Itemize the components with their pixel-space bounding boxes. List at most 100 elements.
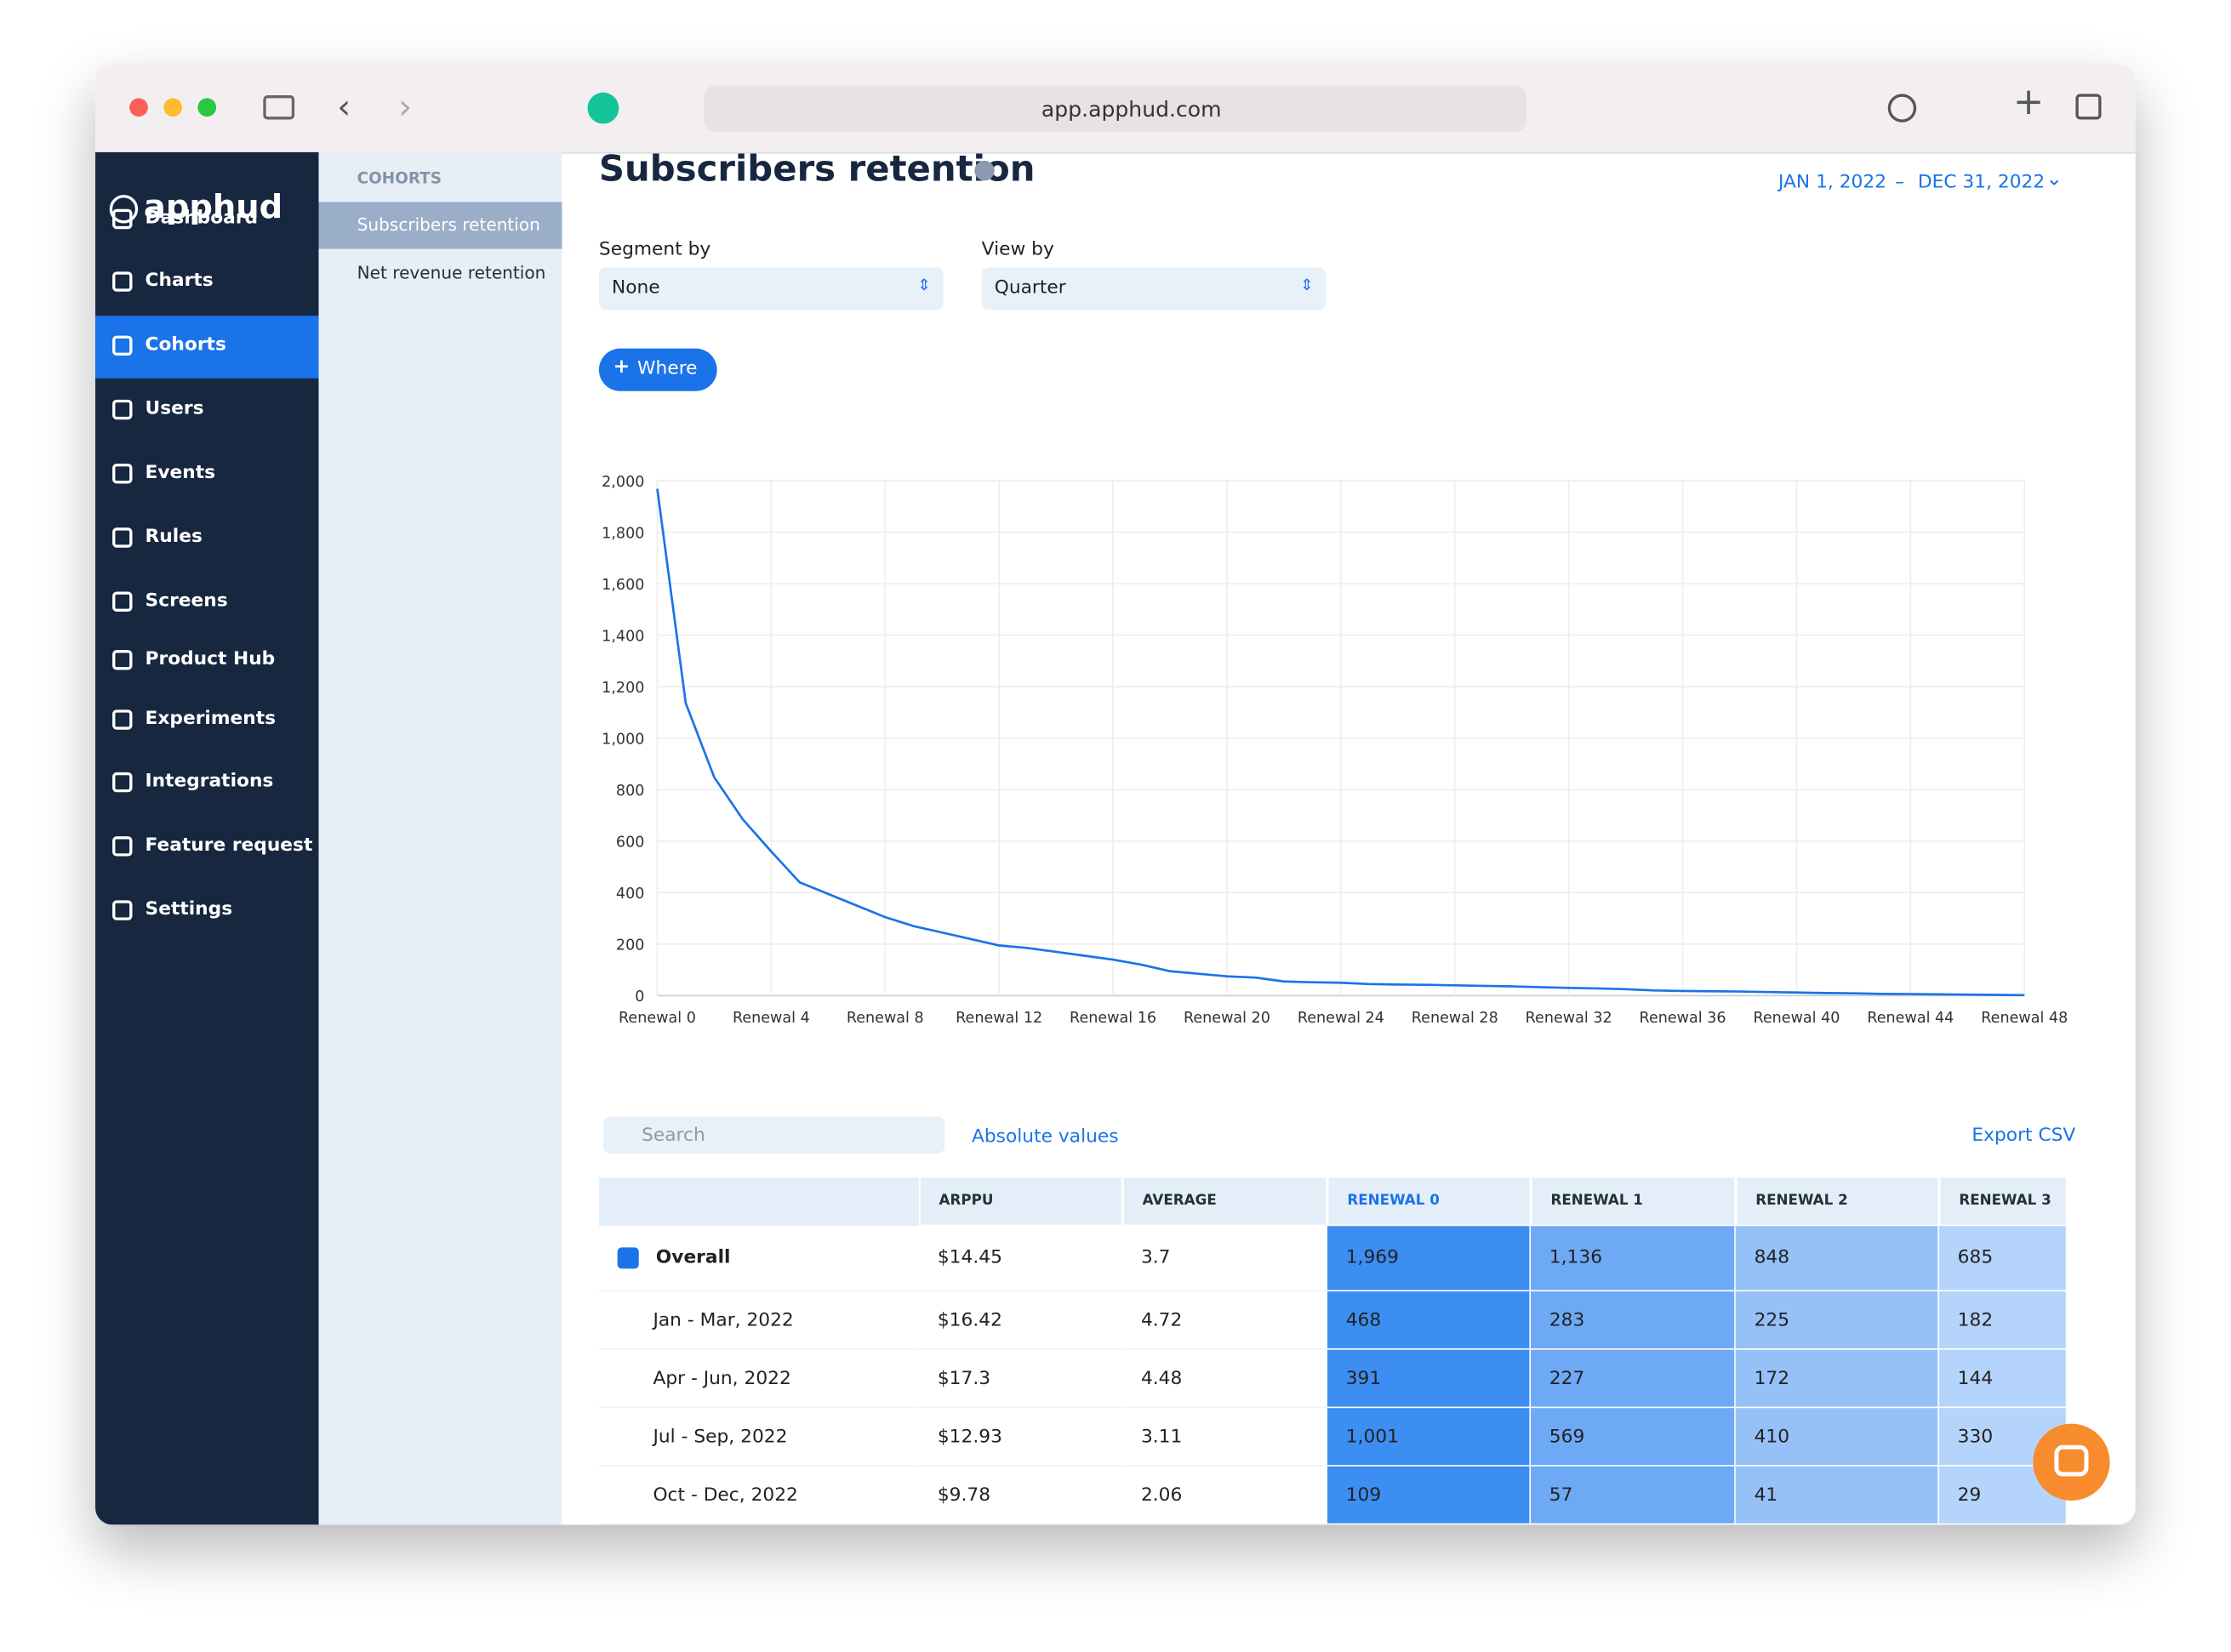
select-arrows: ⇕ bbox=[1300, 276, 1314, 295]
new-tab[interactable]: + bbox=[2012, 81, 2045, 124]
nav-icon bbox=[112, 900, 133, 920]
y-tick-label: 1,400 bbox=[602, 628, 644, 645]
url: app.apphud.com bbox=[1041, 96, 1222, 122]
sidebar-toggle[interactable] bbox=[263, 95, 295, 120]
cell: 3.7 bbox=[1122, 1226, 1327, 1292]
maximize[interactable] bbox=[197, 98, 217, 117]
help-icon[interactable] bbox=[974, 160, 995, 181]
search[interactable]: Search bbox=[602, 1116, 945, 1154]
cell: 4.48 bbox=[1122, 1349, 1327, 1409]
row-label: Jan - Mar, 2022 bbox=[598, 1291, 920, 1350]
nav-item[interactable]: Screens bbox=[145, 590, 228, 612]
tabs[interactable] bbox=[2075, 94, 2102, 120]
select-value: None bbox=[611, 277, 660, 299]
nav-item[interactable]: Settings bbox=[145, 898, 233, 920]
cell: 3.11 bbox=[1122, 1408, 1327, 1467]
nav-item[interactable]: Experiments bbox=[145, 708, 277, 730]
plus-icon: + bbox=[613, 356, 630, 379]
sidebar: apphud Dashboard Charts Cohorts Users Events… bbox=[95, 151, 319, 1525]
nav-item[interactable]: Events bbox=[145, 462, 216, 484]
y-tick-label: 2,000 bbox=[602, 474, 644, 491]
row-label: Jul - Sep, 2022 bbox=[598, 1408, 920, 1467]
cell: 225 bbox=[1735, 1291, 1939, 1350]
date-caret[interactable]: ⌄ bbox=[2046, 168, 2063, 191]
where-button[interactable]: + Where bbox=[598, 348, 717, 391]
column-header[interactable]: ARPPU bbox=[919, 1177, 1123, 1227]
column-header[interactable]: RENEWAL 0 bbox=[1327, 1177, 1532, 1227]
close[interactable] bbox=[129, 98, 148, 117]
cell: 685 bbox=[1938, 1226, 2068, 1292]
x-tick-label: Renewal 28 bbox=[1412, 1010, 1498, 1027]
search-placeholder: Search bbox=[642, 1125, 705, 1147]
cell: 227 bbox=[1531, 1349, 1736, 1409]
column-header[interactable]: RENEWAL 2 bbox=[1735, 1177, 1939, 1227]
x-tick-label: Renewal 44 bbox=[1867, 1010, 1954, 1027]
y-tick-label: 1,800 bbox=[602, 525, 644, 542]
checkbox[interactable] bbox=[617, 1247, 639, 1269]
y-tick-label: 200 bbox=[616, 937, 645, 954]
nav-item[interactable]: Product Hub bbox=[145, 648, 276, 670]
date-end[interactable]: DEC 31, 2022 bbox=[1917, 172, 2046, 194]
view-select[interactable]: Quarter ⇕ bbox=[981, 267, 1327, 310]
cell: 1,136 bbox=[1531, 1226, 1736, 1292]
y-tick-label: 1,200 bbox=[602, 680, 644, 697]
nav-item[interactable]: Charts bbox=[145, 270, 214, 292]
chat-icon bbox=[2054, 1444, 2089, 1477]
export-csv[interactable]: Export CSV bbox=[1971, 1125, 2076, 1147]
date-sep: – bbox=[1895, 172, 1904, 194]
subnav-item[interactable]: Net revenue retention bbox=[357, 263, 546, 283]
address-bar[interactable]: app.apphud.com bbox=[704, 85, 1527, 133]
cell: $16.42 bbox=[919, 1291, 1123, 1350]
nav-item[interactable]: Dashboard bbox=[145, 208, 259, 230]
cell: 1,001 bbox=[1327, 1408, 1532, 1467]
nav-item[interactable]: Feature request bbox=[145, 835, 313, 857]
column-header[interactable]: AVERAGE bbox=[1122, 1177, 1327, 1227]
nav-icon bbox=[112, 335, 133, 356]
cell: 41 bbox=[1735, 1466, 1939, 1525]
chat-button[interactable] bbox=[2033, 1423, 2110, 1501]
cell: 144 bbox=[1938, 1349, 2068, 1409]
x-tick-label: Renewal 16 bbox=[1070, 1010, 1156, 1027]
y-tick-label: 800 bbox=[616, 783, 645, 800]
nav-item[interactable]: Cohorts bbox=[145, 333, 226, 356]
cell: 109 bbox=[1327, 1466, 1532, 1525]
forward[interactable]: › bbox=[398, 86, 413, 127]
nav-icon bbox=[112, 836, 133, 857]
label: Segment by bbox=[598, 238, 711, 260]
cell: $14.45 bbox=[919, 1226, 1123, 1292]
cell: 4.72 bbox=[1122, 1291, 1327, 1350]
extension[interactable] bbox=[587, 92, 619, 124]
date-start[interactable]: JAN 1, 2022 bbox=[1778, 172, 1887, 194]
downloads[interactable] bbox=[1887, 94, 1917, 122]
values-mode[interactable]: Absolute values bbox=[971, 1126, 1119, 1148]
nav-item[interactable]: Integrations bbox=[145, 771, 274, 793]
cell: 57 bbox=[1531, 1466, 1736, 1525]
active-item[interactable]: Subscribers retention bbox=[318, 202, 562, 249]
y-tick-label: 600 bbox=[616, 835, 645, 852]
cell: $9.78 bbox=[919, 1466, 1123, 1525]
nav-item[interactable]: Rules bbox=[145, 526, 203, 548]
nav-item[interactable]: Users bbox=[145, 398, 204, 420]
back[interactable]: ‹ bbox=[337, 86, 351, 127]
subnav: COHORTS Subscribers retention Net revenu… bbox=[318, 151, 562, 1525]
x-tick-label: Renewal 8 bbox=[847, 1010, 924, 1027]
minimize[interactable] bbox=[163, 98, 183, 117]
y-tick-label: 0 bbox=[635, 988, 644, 1005]
cell: 848 bbox=[1735, 1226, 1939, 1292]
nav-icon bbox=[112, 772, 133, 793]
column-header[interactable]: RENEWAL 1 bbox=[1531, 1177, 1736, 1227]
label: View by bbox=[981, 238, 1054, 260]
segment-select[interactable]: None ⇕ bbox=[598, 267, 944, 310]
column-header[interactable]: RENEWAL 3 bbox=[1938, 1177, 2068, 1227]
y-tick-label: 1,600 bbox=[602, 577, 644, 594]
x-tick-label: Renewal 48 bbox=[1981, 1010, 2068, 1027]
logo: apphud bbox=[143, 189, 283, 226]
nav-icon bbox=[112, 650, 133, 670]
cell: $17.3 bbox=[919, 1349, 1123, 1409]
y-tick-label: 400 bbox=[616, 886, 645, 903]
x-tick-label: Renewal 0 bbox=[619, 1010, 696, 1027]
nav-icon bbox=[112, 399, 133, 420]
